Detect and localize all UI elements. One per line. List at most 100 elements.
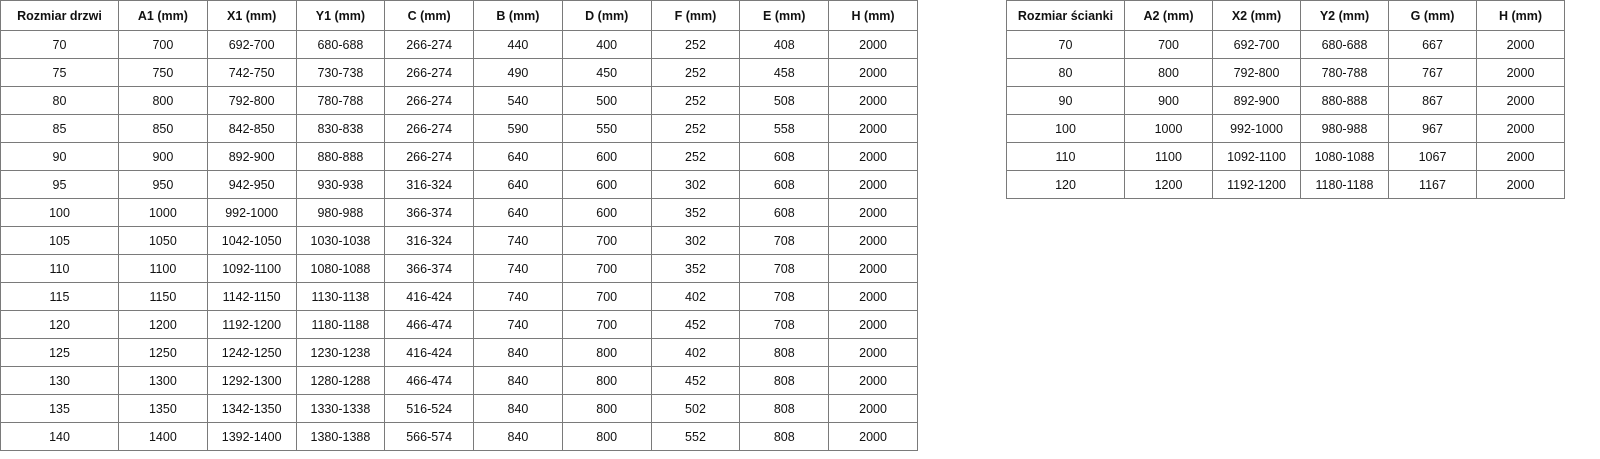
table-cell: 402 <box>650 282 741 311</box>
table-cell: 850 <box>118 114 208 143</box>
table-cell: 708 <box>739 310 830 339</box>
table-cell: 1280-1288 <box>295 366 386 395</box>
table-row: 140 1400 1392-1400 1380-1388 566-574 840 800 55… <box>0 422 918 451</box>
table-cell: 80 <box>1006 58 1125 87</box>
table-cell: 120 <box>1006 170 1125 199</box>
table-cell: 780-788 <box>1300 58 1389 87</box>
table-cell: 266-274 <box>384 30 475 59</box>
table-cell: 590 <box>473 114 563 143</box>
table-row: 90 900 892-900 880-888 867 2000 <box>1006 86 1565 115</box>
table-cell: 316-324 <box>384 226 475 255</box>
table-cell: 700 <box>561 310 652 339</box>
column-header: Y1 (mm) <box>295 0 386 31</box>
table-cell: 1150 <box>118 282 208 311</box>
column-header: D (mm) <box>561 0 652 31</box>
table-cell: 1200 <box>1124 170 1213 199</box>
table-row: 70 700 692-700 680-688 667 2000 <box>1006 30 1565 59</box>
table-cell: 452 <box>650 310 741 339</box>
table-cell: 2000 <box>1476 30 1565 59</box>
table-cell: 740 <box>473 254 563 283</box>
column-header: Rozmiar drzwi <box>0 0 119 31</box>
header-row: Rozmiar ścianki A2 (mm) X2 (mm) Y2 (mm) G (m… <box>1006 0 1565 31</box>
table-cell: 680-688 <box>295 30 386 59</box>
table-cell: 1000 <box>1124 114 1213 143</box>
table-cell: 516-524 <box>384 394 475 423</box>
table-cell: 502 <box>650 394 741 423</box>
table-cell: 1330-1338 <box>295 394 386 423</box>
table-cell: 2000 <box>828 394 918 423</box>
column-header: A1 (mm) <box>118 0 208 31</box>
table-cell: 110 <box>0 254 119 283</box>
table-row: 75 750 742-750 730-738 266-274 490 450 252 458 20… <box>0 58 918 87</box>
table-cell: 252 <box>650 142 741 171</box>
table-cell: 950 <box>118 170 208 199</box>
table-cell: 680-688 <box>1300 30 1389 59</box>
table-cell: 2000 <box>828 170 918 199</box>
table-cell: 252 <box>650 86 741 115</box>
table-cell: 440 <box>473 30 563 59</box>
table-cell: 840 <box>473 366 563 395</box>
table-cell: 2000 <box>1476 114 1565 143</box>
table-row: 125 1250 1242-1250 1230-1238 416-424 840 800 40… <box>0 338 918 367</box>
table-cell: 252 <box>650 114 741 143</box>
table-row: 80 800 792-800 780-788 266-274 540 500 252 508 20… <box>0 86 918 115</box>
table-cell: 70 <box>0 30 119 59</box>
table-cell: 466-474 <box>384 366 475 395</box>
table-cell: 1380-1388 <box>295 422 386 451</box>
table-cell: 316-324 <box>384 170 475 199</box>
table-cell: 302 <box>650 226 741 255</box>
table-cell: 800 <box>561 366 652 395</box>
table-cell: 830-838 <box>295 114 386 143</box>
table-cell: 540 <box>473 86 563 115</box>
table-cell: 1030-1038 <box>295 226 386 255</box>
column-header: F (mm) <box>650 0 741 31</box>
table-cell: 552 <box>650 422 741 451</box>
table-cell: 730-738 <box>295 58 386 87</box>
table-cell: 708 <box>739 226 830 255</box>
table-cell: 366-374 <box>384 254 475 283</box>
table-cell: 266-274 <box>384 142 475 171</box>
table-cell: 266-274 <box>384 86 475 115</box>
table-cell: 942-950 <box>206 170 297 199</box>
table-cell: 1067 <box>1388 142 1477 171</box>
table-cell: 808 <box>739 422 830 451</box>
table-cell: 2000 <box>828 254 918 283</box>
table-cell: 600 <box>561 142 652 171</box>
table-cell: 1130-1138 <box>295 282 386 311</box>
table-cell: 892-900 <box>206 142 297 171</box>
table-cell: 900 <box>1124 86 1213 115</box>
table-cell: 2000 <box>1476 142 1565 171</box>
table-row: 120 1200 1192-1200 1180-1188 466-474 740 700 45… <box>0 310 918 339</box>
walls-dimension-table: Rozmiar ścianki A2 (mm) X2 (mm) Y2 (mm) G (m… <box>1006 0 1565 199</box>
table-cell: 700 <box>561 282 652 311</box>
table-cell: 2000 <box>1476 86 1565 115</box>
table-cell: 125 <box>0 338 119 367</box>
table-cell: 452 <box>650 366 741 395</box>
table-cell: 740 <box>473 226 563 255</box>
table-cell: 608 <box>739 142 830 171</box>
table-cell: 1180-1188 <box>1300 170 1389 199</box>
table-cell: 892-900 <box>1212 86 1301 115</box>
table-cell: 767 <box>1388 58 1477 87</box>
table-cell: 700 <box>561 254 652 283</box>
table-cell: 700 <box>561 226 652 255</box>
table-cell: 1392-1400 <box>206 422 297 451</box>
table-cell: 110 <box>1006 142 1125 171</box>
table-cell: 640 <box>473 170 563 199</box>
table-cell: 2000 <box>828 58 918 87</box>
table-cell: 840 <box>473 422 563 451</box>
table-cell: 85 <box>0 114 119 143</box>
table-cell: 352 <box>650 254 741 283</box>
table-row: 120 1200 1192-1200 1180-1188 1167 2000 <box>1006 170 1565 199</box>
table-cell: 667 <box>1388 30 1477 59</box>
table-cell: 640 <box>473 142 563 171</box>
table-cell: 416-424 <box>384 338 475 367</box>
table-cell: 105 <box>0 226 119 255</box>
doors-dimension-table: Rozmiar drzwi A1 (mm) X1 (mm) Y1 (mm) C (mm)… <box>0 0 918 451</box>
table-cell: 800 <box>118 86 208 115</box>
table-cell: 840 <box>473 338 563 367</box>
table-row: 85 850 842-850 830-838 266-274 590 550 252 558 20… <box>0 114 918 143</box>
table-row: 100 1000 992-1000 980-988 366-374 640 600 352 60… <box>0 198 918 227</box>
table-cell: 900 <box>118 142 208 171</box>
table-cell: 1192-1200 <box>206 310 297 339</box>
